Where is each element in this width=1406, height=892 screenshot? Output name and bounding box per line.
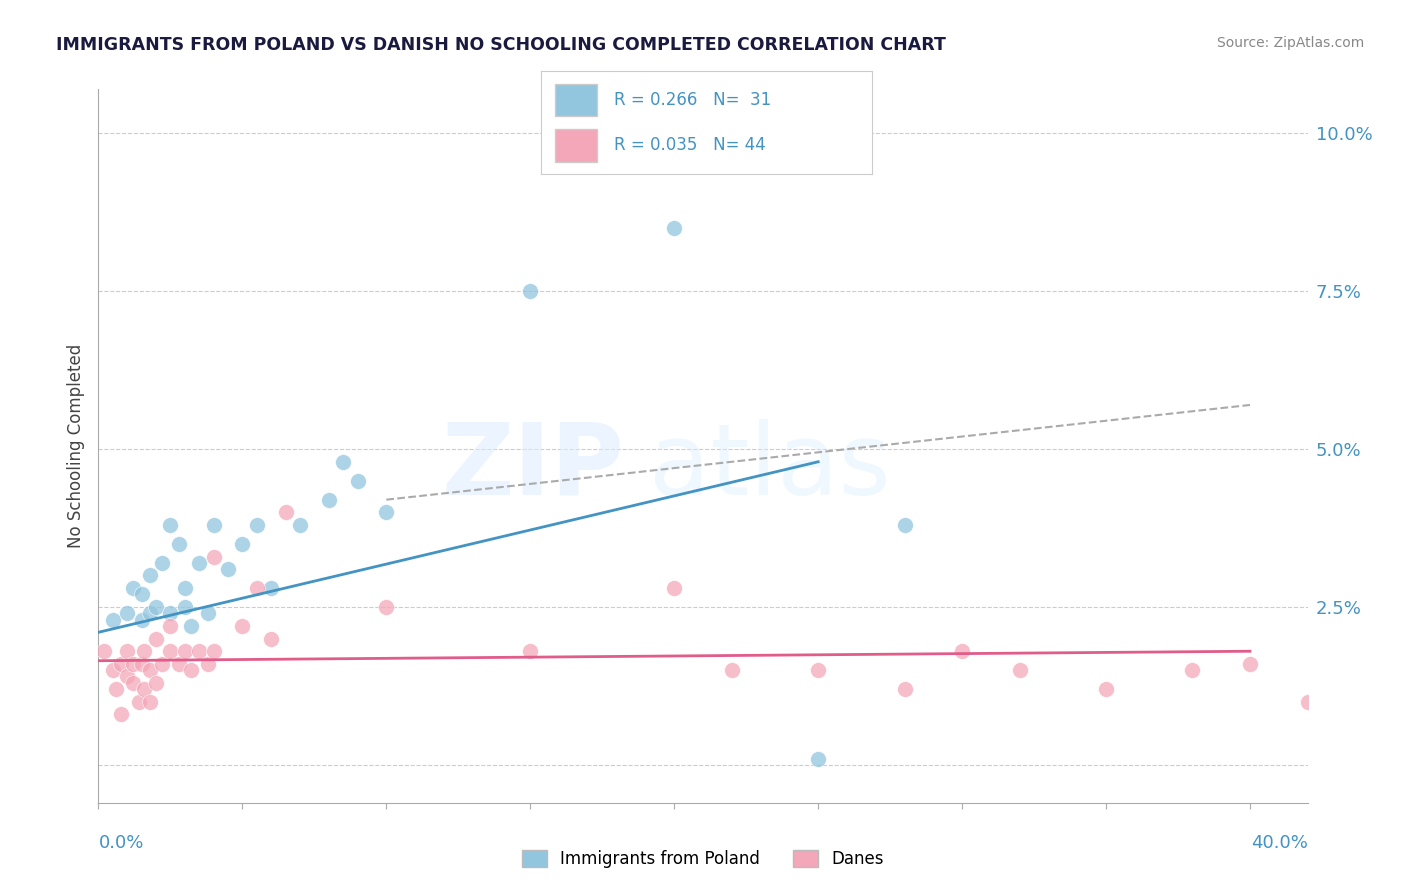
Text: R = 0.266   N=  31: R = 0.266 N= 31 <box>614 91 772 109</box>
Point <box>145 675 167 690</box>
Point <box>159 517 181 532</box>
Point <box>346 474 368 488</box>
Point <box>893 682 915 697</box>
Point <box>128 695 150 709</box>
Point <box>139 663 162 677</box>
Text: IMMIGRANTS FROM POLAND VS DANISH NO SCHOOLING COMPLETED CORRELATION CHART: IMMIGRANTS FROM POLAND VS DANISH NO SCHO… <box>56 36 946 54</box>
Point <box>288 517 311 532</box>
Point <box>131 657 153 671</box>
Y-axis label: No Schooling Completed: No Schooling Completed <box>66 344 84 548</box>
Point <box>122 657 145 671</box>
Point <box>159 607 181 621</box>
Point <box>664 581 686 595</box>
Point <box>167 657 190 671</box>
Point <box>197 607 219 621</box>
Point <box>173 644 195 658</box>
Point <box>173 600 195 615</box>
Text: 0.0%: 0.0% <box>98 834 143 852</box>
Point <box>180 663 202 677</box>
Point <box>202 517 225 532</box>
Text: Source: ZipAtlas.com: Source: ZipAtlas.com <box>1216 36 1364 50</box>
Point <box>167 537 190 551</box>
Legend: Immigrants from Poland, Danes: Immigrants from Poland, Danes <box>515 843 891 875</box>
Point <box>180 619 202 633</box>
Point <box>375 600 398 615</box>
Point <box>115 669 138 683</box>
Point <box>197 657 219 671</box>
Point <box>150 556 173 570</box>
Point <box>188 644 211 658</box>
Point <box>110 657 132 671</box>
Point <box>807 663 830 677</box>
Point <box>110 707 132 722</box>
Point <box>1095 682 1118 697</box>
Point <box>1239 657 1261 671</box>
Point <box>246 581 269 595</box>
Point <box>202 644 225 658</box>
Point <box>101 613 124 627</box>
Point <box>134 644 156 658</box>
Text: ZIP: ZIP <box>441 419 624 516</box>
Point <box>150 657 173 671</box>
Point <box>246 517 269 532</box>
Bar <box>554 84 598 117</box>
Point <box>134 682 156 697</box>
Text: atlas: atlas <box>648 419 890 516</box>
Point <box>122 675 145 690</box>
Point <box>1008 663 1031 677</box>
Point <box>318 492 340 507</box>
Text: 40.0%: 40.0% <box>1251 834 1308 852</box>
Point <box>139 607 162 621</box>
Point <box>893 517 915 532</box>
Point <box>231 537 253 551</box>
Point <box>173 581 195 595</box>
Point <box>159 619 181 633</box>
Text: R = 0.035   N= 44: R = 0.035 N= 44 <box>614 136 766 154</box>
Point <box>375 505 398 519</box>
Point <box>720 663 742 677</box>
Point <box>260 581 283 595</box>
Point <box>260 632 283 646</box>
Point <box>950 644 973 658</box>
Point <box>519 285 541 299</box>
Point <box>145 600 167 615</box>
Point <box>115 607 138 621</box>
Point <box>807 751 830 765</box>
Point <box>332 455 354 469</box>
Point <box>93 644 115 658</box>
Bar <box>554 128 598 161</box>
Point <box>217 562 239 576</box>
Point <box>1382 675 1405 690</box>
Point <box>131 613 153 627</box>
Point <box>104 682 127 697</box>
Point <box>145 632 167 646</box>
Point <box>519 644 541 658</box>
Point <box>202 549 225 564</box>
Point <box>1181 663 1204 677</box>
Point <box>1296 695 1319 709</box>
Point <box>139 695 162 709</box>
Point <box>122 581 145 595</box>
Point <box>159 644 181 658</box>
Point <box>139 568 162 582</box>
Point <box>188 556 211 570</box>
Point <box>664 221 686 235</box>
Point <box>131 587 153 601</box>
Point <box>115 644 138 658</box>
Point <box>231 619 253 633</box>
Point <box>101 663 124 677</box>
Point <box>274 505 297 519</box>
